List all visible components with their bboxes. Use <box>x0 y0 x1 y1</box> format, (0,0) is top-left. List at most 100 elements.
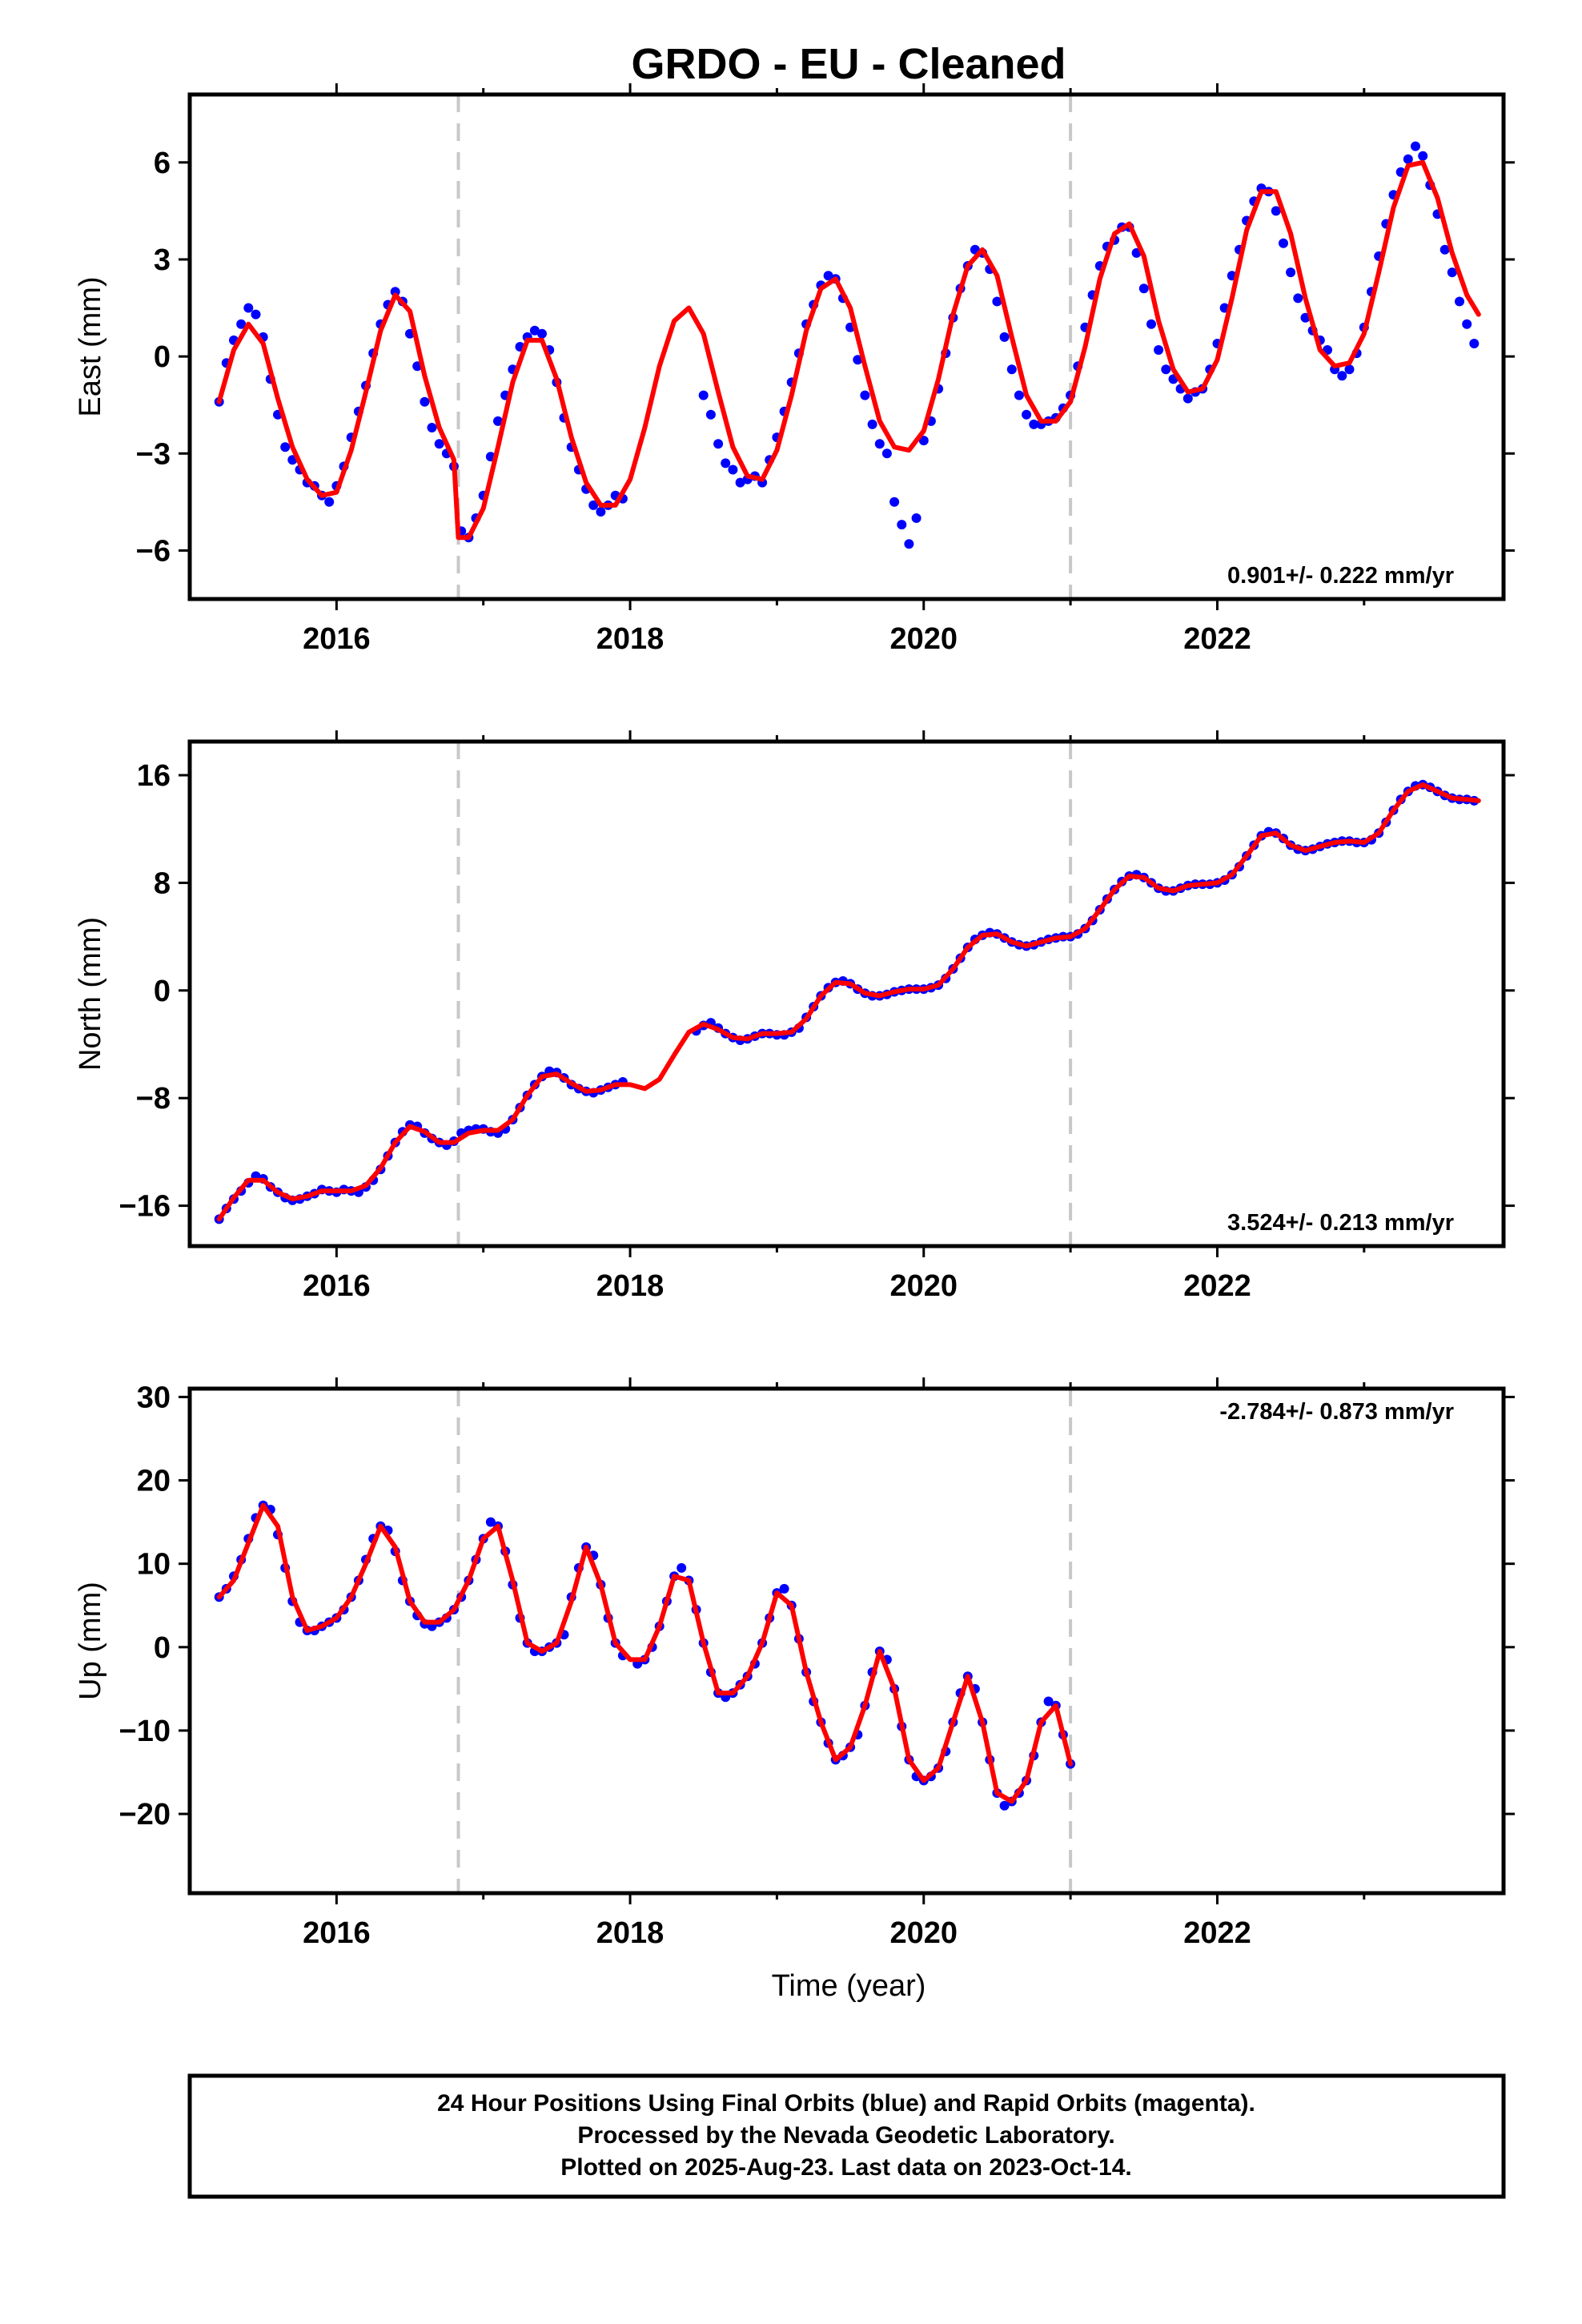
y-tick-label: −8 <box>136 1082 171 1116</box>
x-tick-label: 2016 <box>303 1916 371 1950</box>
x-tick-label: 2018 <box>596 1269 665 1303</box>
data-point <box>1154 345 1164 355</box>
data-point <box>705 409 716 420</box>
data-point <box>434 439 444 449</box>
y-tick-label: 0 <box>154 340 171 374</box>
data-point <box>1337 371 1347 381</box>
y-tick-label: −16 <box>119 1190 171 1224</box>
y-tick-label: 16 <box>137 759 171 793</box>
fit-curve <box>216 782 1481 1222</box>
y-axis-label: East (mm) <box>74 276 107 416</box>
data-point <box>1293 293 1303 304</box>
data-point <box>1138 283 1149 294</box>
data-point <box>1439 244 1450 255</box>
data-point <box>1344 364 1355 375</box>
data-point <box>1279 238 1288 248</box>
data-point <box>1286 267 1296 278</box>
data-point <box>999 332 1010 342</box>
panel-up: 2016 2018 2020 2022 30 20 10 0 −10 −20 Up (mm) -2.7… <box>74 1377 1515 1950</box>
x-tick-label: 2020 <box>889 622 958 656</box>
panel-frame <box>187 92 1506 601</box>
plot-area <box>214 1500 1076 1811</box>
data-point <box>1182 393 1193 404</box>
y-tick-label: 0 <box>154 1631 171 1665</box>
y-tick-label: 30 <box>137 1381 171 1414</box>
x-tick-label: 2022 <box>1183 622 1251 656</box>
data-point <box>485 1517 496 1527</box>
velocity-rate-label: 3.524+/- 0.213 mm/yr <box>1227 1210 1454 1236</box>
fit-curve <box>216 159 1481 541</box>
data-point <box>992 296 1002 307</box>
data-point <box>1403 154 1413 164</box>
y-tick-label: −3 <box>136 437 171 471</box>
fit-curve <box>216 1502 1074 1804</box>
x-tick-label: 2022 <box>1183 1916 1251 1950</box>
y-tick-label: −6 <box>136 534 171 568</box>
data-point <box>1447 267 1457 278</box>
panel-north: 2016 2018 2020 2022 16 8 0 −8 −16 North (mm) 3.524… <box>74 730 1515 1303</box>
footer-line-1: 24 Hour Positions Using Final Orbits (bl… <box>437 2090 1255 2117</box>
data-point <box>735 477 745 488</box>
data-point <box>728 464 738 475</box>
data-point <box>1043 1696 1054 1707</box>
data-point <box>1418 151 1428 161</box>
y-tick-label: 8 <box>154 866 171 900</box>
data-point <box>1411 141 1420 151</box>
data-point <box>280 442 291 452</box>
data-point <box>1022 409 1032 420</box>
panel-frame <box>187 1386 1506 1896</box>
footer-box <box>187 2073 1506 2199</box>
data-point <box>1146 319 1156 329</box>
data-point <box>1455 296 1464 307</box>
y-axis-label: North (mm) <box>74 917 107 1071</box>
y-tick-label: −20 <box>119 1798 171 1831</box>
velocity-rate-label: 0.901+/- 0.222 mm/yr <box>1227 563 1454 589</box>
plot-area <box>214 779 1481 1224</box>
panel-east: 2016 2018 2020 2022 6 3 0 −3 −6 East (mm) 0.901+/-… <box>74 83 1515 656</box>
data-point <box>860 390 870 400</box>
data-point <box>236 319 247 329</box>
data-point <box>698 390 709 400</box>
data-point <box>1029 419 1039 429</box>
y-tick-label: −10 <box>119 1715 171 1748</box>
x-tick-label: 2016 <box>303 622 371 656</box>
data-point <box>1271 206 1281 216</box>
plot-area <box>214 141 1481 549</box>
data-point <box>677 1562 687 1573</box>
y-tick-label: 20 <box>137 1465 171 1498</box>
data-point <box>251 309 261 320</box>
x-tick-label: 2020 <box>889 1269 958 1303</box>
x-tick-label: 2020 <box>889 1916 958 1950</box>
data-point <box>897 520 907 530</box>
data-point <box>493 416 503 426</box>
data-point <box>1462 319 1472 329</box>
data-point <box>853 355 863 365</box>
data-point <box>867 419 877 429</box>
data-point <box>918 436 929 446</box>
data-point <box>823 271 833 281</box>
velocity-rate-label: -2.784+/- 0.873 mm/yr <box>1219 1399 1454 1425</box>
data-point <box>904 539 914 549</box>
data-point <box>713 439 724 449</box>
y-tick-label: 0 <box>154 975 171 1008</box>
footer-line-3: Plotted on 2025-Aug-23. Last data on 202… <box>560 2154 1132 2181</box>
y-axis-label: Up (mm) <box>74 1582 107 1700</box>
y-tick-label: 10 <box>137 1548 171 1582</box>
data-point <box>324 497 335 507</box>
x-tick-label: 2016 <box>303 1269 371 1303</box>
chart-title: GRDO - EU - Cleaned <box>631 40 1066 88</box>
data-point <box>427 423 437 432</box>
panel-frame <box>187 739 1506 1248</box>
x-tick-label: 2018 <box>596 622 665 656</box>
x-axis-label: Time (year) <box>772 1969 926 2003</box>
data-point <box>1014 390 1024 400</box>
data-point <box>537 328 547 339</box>
data-point <box>1006 364 1017 375</box>
data-point <box>999 1800 1010 1811</box>
data-point <box>1469 339 1480 348</box>
data-point <box>596 507 606 517</box>
x-tick-label: 2018 <box>596 1916 665 1950</box>
data-point <box>243 303 254 313</box>
